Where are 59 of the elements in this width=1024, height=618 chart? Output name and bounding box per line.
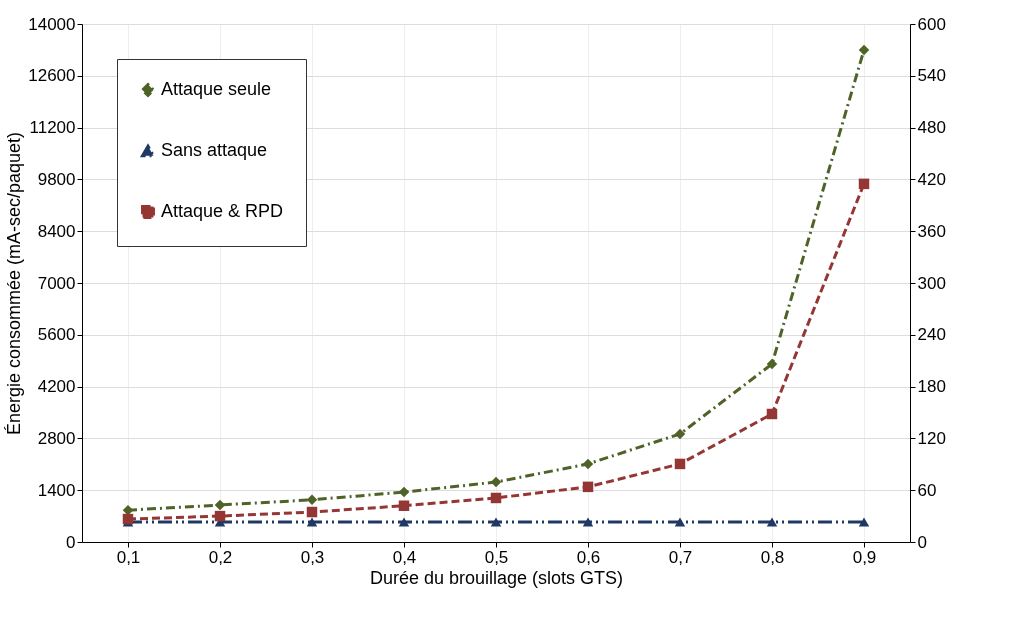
x-tick-label: 0,5 (484, 547, 509, 567)
point (214, 510, 226, 522)
point (766, 358, 778, 370)
point (858, 517, 870, 527)
point (398, 517, 410, 527)
point (858, 178, 870, 190)
y2-tick-label: 300 (917, 273, 946, 293)
y-tick-label: 11200 (29, 118, 76, 138)
y-tick-label: 8400 (37, 221, 76, 241)
y-tick-label: 14000 (28, 14, 76, 34)
y-tick-label: 1400 (37, 480, 76, 500)
y2-tick-label: 540 (917, 66, 946, 86)
point (766, 517, 778, 527)
x-tick-label: 0,8 (760, 547, 785, 567)
point (122, 513, 134, 525)
point (398, 500, 410, 511)
y-tick-label: 5600 (37, 325, 76, 345)
y2-tick-label: 240 (917, 325, 946, 345)
point (306, 517, 318, 527)
x-tick-label: 0,2 (208, 547, 233, 567)
x-tick-label: 0,4 (392, 547, 417, 567)
x-axis-title: Durée du brouillage (slots GTS) (369, 567, 624, 588)
y2-tick-label: 180 (917, 377, 946, 397)
y-tick-label: 7000 (37, 273, 76, 293)
x-tick-label: 0,9 (852, 547, 877, 567)
y2-tick-label: 120 (917, 428, 946, 448)
y-axis-title: Énergie consommée (mA-sec/paquet) (4, 131, 25, 436)
point (858, 44, 870, 56)
y-tick-label: 4200 (37, 377, 76, 397)
point (582, 458, 594, 470)
x-tick-label: 0,6 (576, 547, 601, 567)
x-tick-label: 0,7 (668, 547, 693, 567)
point (674, 517, 686, 527)
y2-tick-label: 600 (917, 14, 946, 34)
y-tick-label: 9800 (37, 169, 76, 189)
y2-tick-label: 0 (917, 532, 927, 552)
point (490, 492, 502, 504)
point (490, 476, 502, 488)
legend-label: Attaque seule (161, 79, 272, 99)
y2-tick-label: 420 (917, 169, 946, 189)
y2-tick-label: 480 (917, 118, 946, 138)
point (766, 408, 778, 420)
point (306, 494, 318, 506)
y-tick-label: 12600 (28, 66, 76, 86)
point (398, 486, 410, 498)
y-tick-label: 2800 (37, 428, 76, 448)
point (674, 428, 686, 440)
point (674, 458, 686, 470)
point (490, 517, 502, 527)
x-tick-label: 0,3 (300, 547, 325, 567)
point (582, 517, 594, 527)
y-tick-label: 0 (66, 532, 76, 552)
y2-tick-label: 60 (917, 480, 937, 500)
y2-tick-label: 360 (917, 221, 946, 241)
legend-label: Attaque & RPD (161, 201, 284, 221)
point (582, 481, 594, 493)
point (306, 506, 318, 518)
x-tick-label: 0,1 (116, 547, 141, 567)
legend-label: Sans attaque (161, 140, 268, 160)
